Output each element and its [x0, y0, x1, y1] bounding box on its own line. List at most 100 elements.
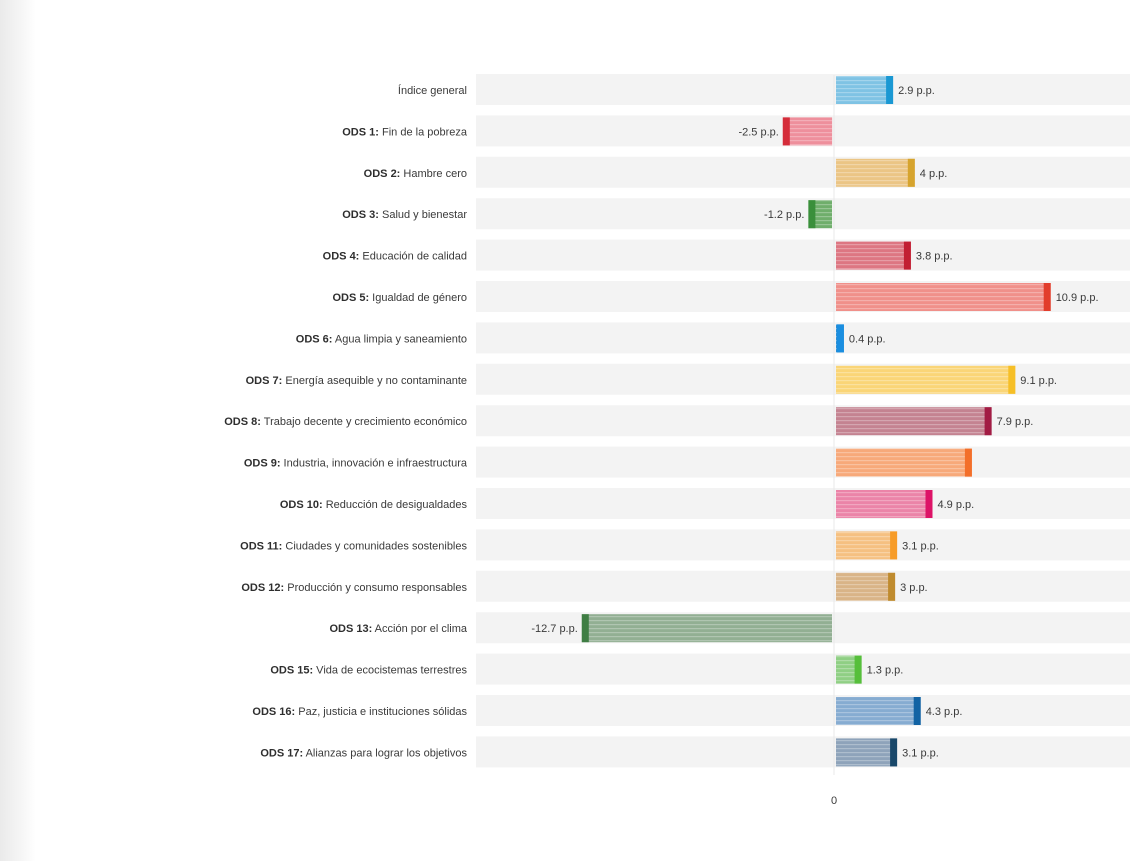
category-label: ODS 16: Paz, justicia e instituciones só…	[252, 706, 467, 718]
chart-row: ODS 8: Trabajo decente y crecimiento eco…	[224, 405, 1130, 437]
chart-row: ODS 6: Agua limpia y saneamiento 0.4 p.p.	[296, 322, 1130, 354]
chart-row: ODS 11: Ciudades y comunidades sostenibl…	[240, 529, 1130, 561]
category-label: ODS 15: Vida de ecocistemas terrestres	[270, 665, 467, 677]
bar-end-cap	[925, 490, 933, 518]
bar-hatch	[782, 117, 833, 146]
category-name: Trabajo decente y crecimiento económico	[261, 416, 467, 428]
bar-end-cap	[886, 76, 894, 104]
chart-row: ODS 2: Hambre cero 4 p.p.	[364, 156, 1130, 188]
chart-row: ODS 13: Acción por el clima -12.7 p.p.	[329, 612, 1130, 644]
bar-end-cap	[903, 241, 911, 270]
category-name: Índice general	[398, 84, 467, 97]
row-background-band	[476, 570, 1130, 602]
bar-hatch	[836, 490, 933, 518]
bar-end-cap	[854, 655, 862, 684]
bar-hatch	[836, 283, 1051, 311]
category-label: ODS 11: Ciudades y comunidades sostenibl…	[240, 540, 467, 552]
category-prefix: ODS 1:	[342, 126, 379, 138]
category-prefix: ODS 5:	[332, 292, 369, 304]
chart-row: ODS 5: Igualdad de género 10.9 p.p.	[332, 281, 1130, 312]
bar-end-cap	[890, 531, 898, 560]
x-tick-label-zero: 0	[831, 795, 837, 807]
chart-row: ODS 10: Reducción de desigualdades 4.9 p.…	[280, 488, 1130, 519]
bar-end-cap	[782, 117, 790, 146]
category-prefix: ODS 17:	[260, 747, 303, 759]
value-label: -2.5 p.p.	[738, 126, 778, 138]
row-background-band	[476, 529, 1130, 561]
chart-rows: Índice general 2.9 p.p. ODS 1: Fin de la p…	[224, 74, 1130, 768]
bar-end-cap	[836, 324, 844, 353]
category-name: Fin de la pobreza	[379, 126, 468, 138]
category-label: ODS 12: Producción y consumo responsable…	[241, 582, 467, 594]
category-name: Educación de calidad	[359, 251, 467, 263]
category-prefix: ODS 4:	[323, 251, 360, 263]
bar-end-cap	[1043, 283, 1051, 311]
chart-row: ODS 15: Vida de ecocistemas terrestres 1.…	[270, 653, 1130, 685]
value-label: 3.8 p.p.	[916, 251, 953, 263]
row-background-band	[476, 405, 1130, 437]
category-prefix: ODS 6:	[296, 333, 333, 345]
row-background-band	[476, 736, 1130, 768]
category-prefix: ODS 11:	[240, 540, 282, 552]
category-label: Índice general	[398, 84, 467, 97]
bar-hatch	[836, 158, 915, 187]
category-name: Reducción de desigualdades	[323, 499, 468, 511]
value-label: 3.1 p.p.	[902, 540, 939, 552]
category-prefix: ODS 13:	[329, 623, 372, 635]
value-label: 1.3 p.p.	[867, 665, 904, 677]
row-background-band	[476, 198, 1130, 230]
category-label: ODS 4: Educación de calidad	[323, 251, 467, 263]
bar-end-cap	[1008, 365, 1016, 394]
bar-end-cap	[888, 572, 896, 601]
bar-hatch	[836, 448, 972, 477]
row-background-band	[476, 322, 1130, 354]
value-label: 3 p.p.	[900, 582, 928, 594]
bar-hatch	[836, 697, 921, 725]
category-name: Agua limpia y saneamiento	[332, 333, 467, 345]
row-background-band	[476, 363, 1130, 395]
category-label: ODS 1: Fin de la pobreza	[342, 126, 468, 138]
category-name: Producción y consumo responsables	[284, 582, 467, 594]
bar-hatch	[836, 365, 1016, 394]
category-label: ODS 6: Agua limpia y saneamiento	[296, 333, 467, 345]
category-label: ODS 17: Alianzas para lograr los objetiv…	[260, 747, 467, 759]
bar-hatch	[836, 572, 896, 601]
bar-end-cap	[913, 697, 921, 725]
chart-row: ODS 12: Producción y consumo responsable…	[241, 570, 1130, 602]
bar-end-cap	[984, 407, 992, 436]
value-label: 4 p.p.	[920, 168, 948, 180]
bar-hatch	[836, 531, 898, 560]
chart-row: ODS 9: Industria, innovación e infraestr…	[244, 446, 1130, 478]
category-label: ODS 7: Energía asequible y no contaminan…	[246, 375, 467, 387]
row-background-band	[476, 156, 1130, 188]
category-name: Vida de ecocistemas terrestres	[313, 665, 467, 677]
value-label: 7.9 p.p.	[997, 416, 1034, 428]
value-label: 2.9 p.p.	[898, 85, 935, 97]
value-label: 4.3 p.p.	[926, 706, 963, 718]
category-prefix: ODS 3:	[342, 209, 379, 221]
chart-row: ODS 3: Salud y bienestar -1.2 p.p.	[342, 198, 1130, 230]
bar-end-cap	[808, 200, 816, 229]
category-name: Acción por el clima	[372, 623, 468, 635]
chart-row: ODS 17: Alianzas para lograr los objetiv…	[260, 736, 1130, 768]
category-prefix: ODS 7:	[246, 375, 283, 387]
category-name: Hambre cero	[400, 168, 467, 180]
row-background-band	[476, 74, 1130, 105]
bar-end-cap	[907, 158, 915, 187]
row-background-band	[476, 239, 1130, 271]
bar-end-cap	[890, 738, 898, 767]
category-name: Ciudades y comunidades sostenibles	[282, 540, 467, 552]
bar-hatch	[836, 76, 894, 104]
category-prefix: ODS 15:	[270, 665, 313, 677]
category-label: ODS 3: Salud y bienestar	[342, 209, 467, 221]
category-prefix: ODS 9:	[244, 458, 281, 470]
category-label: ODS 8: Trabajo decente y crecimiento eco…	[224, 416, 467, 428]
category-prefix: ODS 10:	[280, 499, 323, 511]
category-label: ODS 5: Igualdad de género	[332, 292, 467, 304]
value-label: 9.1 p.p.	[1020, 375, 1057, 387]
row-background-band	[476, 695, 1130, 726]
category-prefix: ODS 16:	[252, 706, 295, 718]
category-prefix: ODS 2:	[364, 168, 401, 180]
value-label: 4.9 p.p.	[938, 499, 975, 511]
